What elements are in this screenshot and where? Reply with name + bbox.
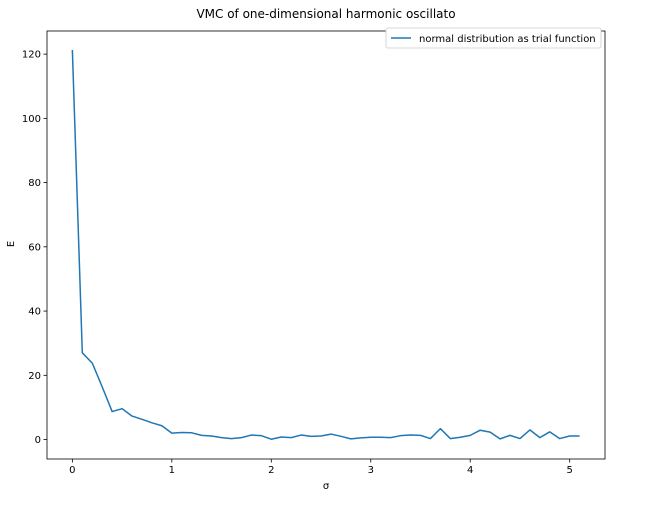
y-tick-label: 60 xyxy=(28,242,41,253)
legend-label: normal distribution as trial function xyxy=(419,34,596,45)
x-axis: 0 1 2 3 4 5 xyxy=(69,459,573,476)
y-tick-label: 100 xyxy=(22,114,41,125)
y-tick-label: 80 xyxy=(28,178,41,189)
plot-area-frame xyxy=(46,30,606,460)
y-tick-label: 20 xyxy=(28,371,41,382)
chart-title: VMC of one-dimensional harmonic oscillat… xyxy=(196,7,455,21)
y-tick-label: 0 xyxy=(35,435,41,446)
legend-box xyxy=(385,27,602,49)
y-axis: 0 20 40 60 80 100 120 xyxy=(22,50,47,446)
series-line xyxy=(71,49,580,440)
x-tick-label: 5 xyxy=(567,465,573,476)
x-tick-label: 1 xyxy=(169,465,175,476)
x-tick-label: 4 xyxy=(467,465,473,476)
x-tick-label: 2 xyxy=(268,465,274,476)
y-tick-label: 40 xyxy=(28,307,41,318)
x-axis-label: σ xyxy=(323,481,330,492)
y-tick-label: 120 xyxy=(22,50,41,61)
x-tick-label: 0 xyxy=(69,465,75,476)
series-layer xyxy=(71,49,580,440)
x-tick-label: 3 xyxy=(368,465,374,476)
y-axis-label: E xyxy=(6,241,17,247)
legend: normal distribution as trial function xyxy=(385,27,602,49)
